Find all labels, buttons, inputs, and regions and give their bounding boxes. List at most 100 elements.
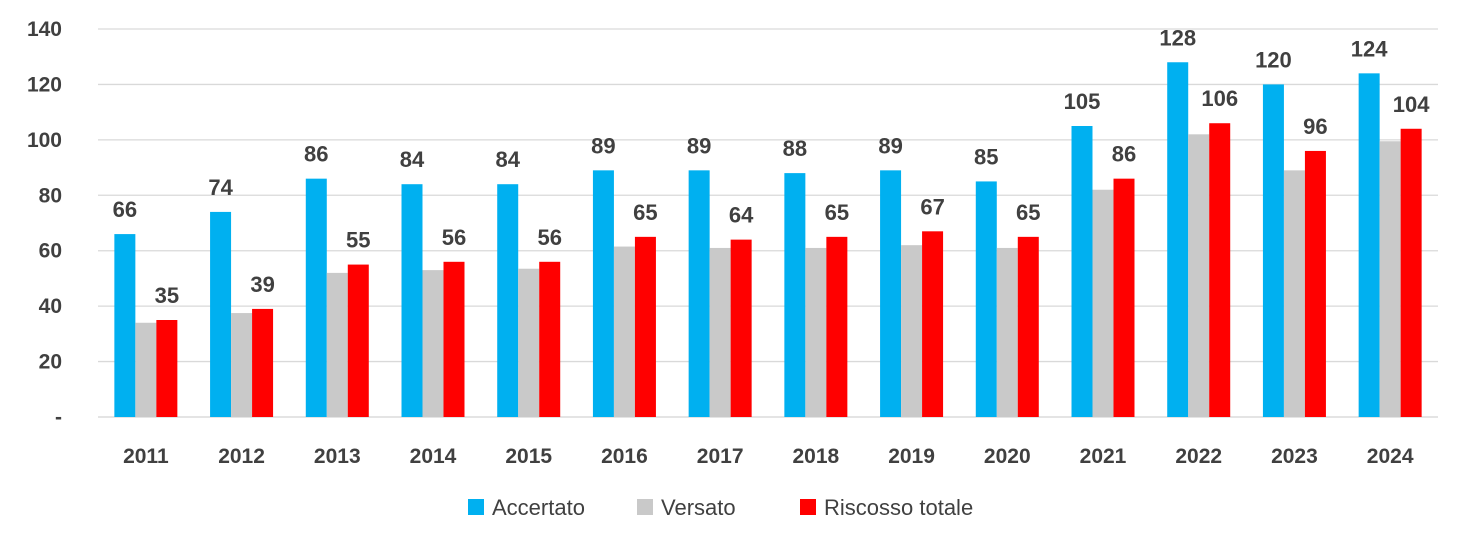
legend-swatch-accertato bbox=[468, 499, 484, 515]
bar-versato-2011 bbox=[135, 322, 157, 417]
data-label: 128 bbox=[1159, 25, 1196, 50]
bar-riscosso-totale-2016 bbox=[634, 236, 656, 417]
x-tick-label: 2024 bbox=[1367, 445, 1414, 468]
data-label: 65 bbox=[633, 200, 657, 225]
x-tick-label: 2014 bbox=[410, 445, 457, 468]
x-tick-label: 2011 bbox=[123, 445, 169, 468]
legend-label: Accertato bbox=[492, 495, 585, 520]
bar-accertato-2020 bbox=[975, 181, 997, 417]
data-label: 86 bbox=[1112, 142, 1136, 167]
bar-riscosso-totale-2020 bbox=[1017, 236, 1039, 417]
x-tick-label: 2023 bbox=[1271, 445, 1318, 468]
data-label: 85 bbox=[974, 144, 998, 169]
legend-swatch-riscosso-totale bbox=[800, 499, 816, 515]
legend-label: Riscosso totale bbox=[824, 495, 973, 520]
x-tick-label: 2016 bbox=[601, 445, 648, 468]
bar-accertato-2012 bbox=[210, 211, 232, 417]
x-tick-label: 2019 bbox=[888, 445, 935, 468]
x-tick-label: 2022 bbox=[1175, 445, 1222, 468]
bar-accertato-2018 bbox=[784, 173, 806, 417]
data-label: 88 bbox=[783, 136, 807, 161]
data-label: 96 bbox=[1303, 114, 1327, 139]
bar-versato-2016 bbox=[613, 246, 635, 417]
y-tick-label: 40 bbox=[39, 295, 62, 318]
data-label: 65 bbox=[825, 200, 849, 225]
bar-accertato-2017 bbox=[688, 170, 710, 417]
bar-versato-2013 bbox=[326, 272, 348, 417]
bar-versato-2012 bbox=[231, 313, 253, 417]
data-label: 39 bbox=[250, 272, 274, 297]
x-tick-label: 2013 bbox=[314, 445, 361, 468]
bar-versato-2018 bbox=[805, 247, 827, 417]
bar-accertato-2013 bbox=[305, 178, 327, 417]
bar-versato-2021 bbox=[1092, 189, 1114, 417]
legend-swatch-versato bbox=[637, 499, 653, 515]
data-label: 65 bbox=[1016, 200, 1040, 225]
bar-accertato-2015 bbox=[497, 184, 519, 417]
bar-versato-2023 bbox=[1283, 170, 1305, 417]
bar-accertato-2019 bbox=[880, 170, 902, 417]
bar-versato-2024 bbox=[1379, 141, 1401, 417]
bar-riscosso-totale-2015 bbox=[539, 261, 561, 417]
y-tick-label: 20 bbox=[39, 351, 62, 374]
x-tick-label: 2018 bbox=[792, 445, 839, 468]
bar-accertato-2022 bbox=[1167, 62, 1189, 417]
x-tick-label: 2012 bbox=[218, 445, 265, 468]
bar-versato-2020 bbox=[996, 247, 1018, 417]
legend-label: Versato bbox=[661, 495, 736, 520]
bar-riscosso-totale-2013 bbox=[347, 264, 369, 417]
bar-riscosso-totale-2024 bbox=[1400, 128, 1422, 417]
data-label: 120 bbox=[1255, 47, 1292, 72]
data-label: 89 bbox=[591, 133, 615, 158]
data-label: 84 bbox=[495, 147, 520, 172]
bar-accertato-2011 bbox=[114, 234, 136, 417]
data-label: 55 bbox=[346, 228, 370, 253]
bar-accertato-2023 bbox=[1262, 84, 1284, 417]
data-label: 67 bbox=[920, 194, 944, 219]
bar-riscosso-totale-2021 bbox=[1113, 178, 1135, 417]
bar-riscosso-totale-2018 bbox=[826, 236, 848, 417]
data-label: 124 bbox=[1351, 36, 1388, 61]
y-tick-label: 80 bbox=[39, 184, 62, 207]
data-label: 104 bbox=[1393, 92, 1430, 117]
data-label: 66 bbox=[113, 197, 137, 222]
x-tick-label: 2015 bbox=[505, 445, 552, 468]
bar-riscosso-totale-2017 bbox=[730, 239, 752, 417]
data-label: 89 bbox=[878, 133, 902, 158]
data-label: 106 bbox=[1201, 86, 1238, 111]
x-tick-label: 2021 bbox=[1080, 445, 1127, 468]
bar-versato-2022 bbox=[1188, 134, 1210, 418]
x-tick-label: 2017 bbox=[697, 445, 744, 468]
data-label: 84 bbox=[400, 147, 425, 172]
y-tick-label: 120 bbox=[27, 73, 62, 96]
data-label: 74 bbox=[208, 175, 233, 200]
bar-series bbox=[114, 62, 1422, 418]
bar-versato-2015 bbox=[518, 268, 540, 417]
y-tick-label: 60 bbox=[39, 240, 62, 263]
bar-accertato-2016 bbox=[592, 170, 614, 417]
y-tick-label: 100 bbox=[27, 129, 62, 152]
bar-riscosso-totale-2011 bbox=[156, 320, 178, 417]
y-tick-label: 140 bbox=[27, 18, 62, 41]
data-label: 105 bbox=[1064, 89, 1101, 114]
data-label: 86 bbox=[304, 142, 328, 167]
bar-riscosso-totale-2022 bbox=[1209, 123, 1231, 417]
bar-versato-2019 bbox=[901, 245, 923, 417]
data-label: 56 bbox=[537, 225, 561, 250]
bar-accertato-2024 bbox=[1358, 73, 1380, 417]
data-label: 64 bbox=[729, 203, 754, 228]
bar-riscosso-totale-2014 bbox=[443, 261, 465, 417]
bar-versato-2017 bbox=[709, 247, 731, 417]
bar-riscosso-totale-2023 bbox=[1304, 150, 1326, 417]
x-tick-label: 2020 bbox=[984, 445, 1031, 468]
data-label: 56 bbox=[442, 225, 466, 250]
y-axis-ticks: - 20 40 60 80 100 120 140 bbox=[27, 18, 62, 429]
data-label: 35 bbox=[155, 283, 179, 308]
data-labels: 66 35 74 39 86 55 84 56 84 56 89 65 89 64 88 65 89 67 85 65… bbox=[113, 25, 1431, 308]
bar-versato-2014 bbox=[422, 270, 444, 417]
y-tick-label: - bbox=[55, 406, 62, 429]
bar-accertato-2021 bbox=[1071, 126, 1093, 417]
bar-accertato-2014 bbox=[401, 184, 423, 417]
bar-riscosso-totale-2012 bbox=[252, 308, 274, 417]
